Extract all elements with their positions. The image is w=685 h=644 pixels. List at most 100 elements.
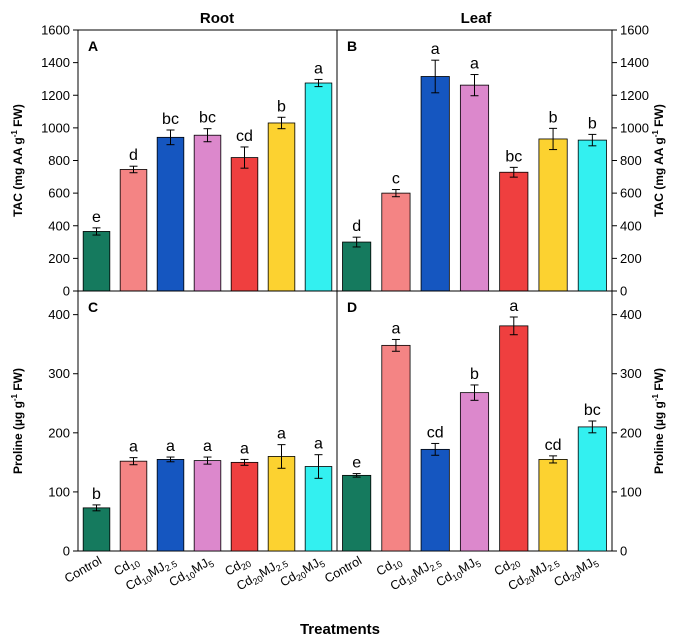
panel-a-ytick-label: 600 — [48, 186, 70, 201]
panel-c-xtick-label-4: Cd10MJ5 — [167, 553, 216, 591]
panel-c-xtick-label-6: Cd20MJ2.5 — [234, 553, 290, 594]
panel-d-xtick-label-7: Cd20MJ5 — [552, 553, 601, 591]
panel-c-xtick-label-2: Cd10 — [111, 553, 142, 580]
panel-b-bar-7 — [577, 139, 607, 292]
panel-a-ytick-label: 1200 — [41, 88, 70, 103]
panel-b-ytick-label: 1200 — [620, 88, 649, 103]
panel-a-sig-label-7: a — [314, 60, 323, 77]
panel-d-bar-7 — [577, 426, 607, 552]
panel-c-sig-label-3: a — [166, 438, 175, 455]
panel-a-ytick-label: 400 — [48, 218, 70, 233]
panel-a-sig-label-5: cd — [236, 128, 253, 145]
panel-c-sig-label-1: b — [92, 486, 101, 503]
panel-b-ylabel: TAC (mg AA g-1 FW) — [651, 104, 666, 217]
panel-c-bar-1 — [82, 507, 111, 552]
panel-d-sig-label-6: cd — [545, 437, 562, 454]
panel-b-sig-label-5: bc — [505, 148, 522, 165]
panel-a-ytick-label: 800 — [48, 153, 70, 168]
panel-c-bar-3 — [156, 459, 185, 552]
column-title-leaf: Leaf — [461, 10, 493, 27]
panel-a-ytick-label: 0 — [63, 284, 70, 299]
panel-d-ytick-label: 300 — [620, 366, 642, 381]
panel-d-letter: D — [347, 299, 357, 315]
panel-c-sig-label-7: a — [314, 436, 323, 453]
panel-c-bar-7 — [304, 466, 333, 552]
panel-b-sig-label-6: b — [549, 109, 558, 126]
panel-b-bar-2 — [381, 192, 411, 292]
panel-c-ytick-label: 300 — [48, 366, 70, 381]
panel-a-bar-1 — [82, 231, 111, 292]
panel-c-ytick-label: 200 — [48, 425, 70, 440]
panel-c-ytick-label: 400 — [48, 307, 70, 322]
panel-b-bar-6 — [538, 138, 568, 292]
panel-b-ytick-label: 800 — [620, 153, 642, 168]
panel-a-ylabel: TAC (mg AA g-1 FW) — [10, 104, 25, 217]
panel-b-sig-label-2: c — [392, 171, 400, 188]
panel-b-bar-3 — [420, 76, 450, 292]
panel-d-bar-1 — [342, 474, 372, 552]
panel-b-ytick-label: 400 — [620, 218, 642, 233]
panel-a-bar-6 — [267, 122, 296, 292]
panel-c-sig-label-4: a — [203, 438, 212, 455]
panel-d-xtick-label-1: Control — [322, 553, 364, 585]
panel-d-sig-label-4: b — [470, 366, 479, 383]
panel-b-sig-label-7: b — [588, 115, 597, 132]
panel-b-ytick-label: 1000 — [620, 120, 649, 135]
panel-c-letter: C — [88, 299, 98, 315]
panel-c-sig-label-6: a — [277, 426, 286, 443]
panel-a-sig-label-6: b — [277, 98, 286, 115]
panel-d-sig-label-5: a — [509, 298, 518, 315]
panel-b-bar-5 — [499, 171, 529, 292]
panel-c-bar-4 — [193, 460, 222, 552]
panel-b-ytick-label: 600 — [620, 186, 642, 201]
panel-b-sig-label-3: a — [431, 41, 440, 58]
panel-a-bar-3 — [156, 136, 185, 292]
panel-d-ytick-label: 400 — [620, 307, 642, 322]
panel-d-bar-6 — [538, 459, 568, 552]
panel-a-letter: A — [88, 38, 98, 54]
panel-b-sig-label-1: d — [352, 218, 361, 235]
panel-c-ylabel: Proline (µg g-1 FW) — [10, 368, 25, 474]
panel-d-xtick-label-2: Cd10 — [374, 553, 405, 580]
panel-a-bar-4 — [193, 134, 222, 292]
panel-d-ytick-label: 200 — [620, 425, 642, 440]
panel-a-bar-2 — [119, 169, 148, 292]
panel-d-sig-label-1: e — [352, 455, 361, 472]
panel-b-ytick-label: 1400 — [620, 55, 649, 70]
panel-b-bar-1 — [342, 241, 372, 292]
panel-d-bar-4 — [459, 392, 490, 552]
panel-d-bar-2 — [381, 344, 411, 552]
panel-c-sig-label-5: a — [240, 440, 249, 457]
x-axis-title: Treatments — [300, 621, 380, 638]
panel-d-xtick-label-5: Cd20 — [492, 553, 523, 580]
panel-d-ytick-label: 100 — [620, 484, 642, 499]
panel-b-ytick-label: 1600 — [620, 23, 649, 38]
panel-a-sig-label-3: bc — [162, 111, 179, 128]
panel-a-ytick-label: 1600 — [41, 23, 70, 38]
panel-c-ytick-label: 100 — [48, 484, 70, 499]
panel-a-ytick-label: 1400 — [41, 55, 70, 70]
column-title-root: Root — [200, 10, 234, 27]
panel-c-sig-label-2: a — [129, 439, 138, 456]
panel-d-sig-label-7: bc — [584, 402, 601, 419]
panel-b-ytick-label: 200 — [620, 251, 642, 266]
panel-c-bar-2 — [119, 460, 148, 552]
panel-a-sig-label-2: d — [129, 147, 138, 164]
panel-a-bar-7 — [304, 82, 333, 292]
panel-c-xtick-label-5: Cd20 — [222, 553, 253, 580]
panel-a-sig-label-4: bc — [199, 110, 216, 127]
panel-a-sig-label-1: e — [92, 209, 101, 226]
panel-d-bar-5 — [499, 325, 529, 552]
panel-b-bar-4 — [459, 84, 490, 292]
panel-a-ytick-label: 1000 — [41, 120, 70, 135]
panel-d-sig-label-3: cd — [427, 424, 444, 441]
panel-a-ytick-label: 200 — [48, 251, 70, 266]
panel-c-bar-5 — [230, 461, 259, 552]
panel-c-bar-6 — [267, 456, 296, 552]
panel-b-ytick-label: 0 — [620, 284, 627, 299]
panel-d-ytick-label: 0 — [620, 544, 627, 559]
panel-b-letter: B — [347, 38, 357, 54]
panel-d-sig-label-2: a — [391, 320, 400, 337]
